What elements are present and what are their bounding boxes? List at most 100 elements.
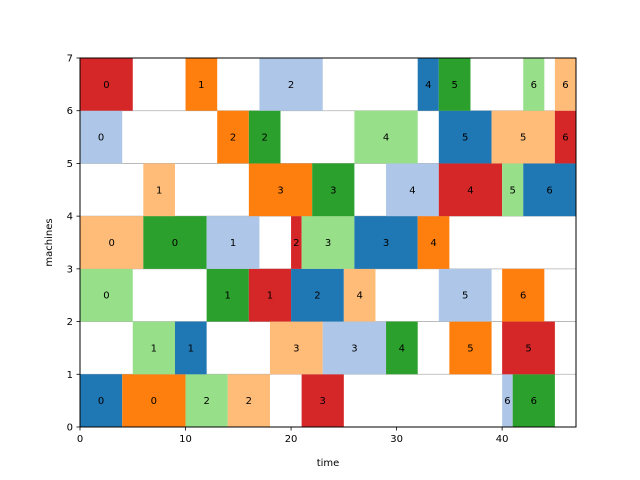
plot-area-frame <box>79 57 577 428</box>
y-tick-label: 5 <box>67 159 73 170</box>
x-tick-label: 10 <box>179 434 192 445</box>
task-bar <box>185 58 218 111</box>
task-bar <box>143 216 207 269</box>
task-bar <box>206 216 260 269</box>
y-tick-label: 0 <box>67 423 73 434</box>
task-label: 4 <box>430 238 436 249</box>
task-label: 6 <box>546 185 552 196</box>
task-bar <box>502 321 555 375</box>
task-bar <box>354 110 418 164</box>
x-axis-ticks: 0 10 20 30 40 <box>77 427 509 445</box>
x-tick-label: 40 <box>496 434 509 445</box>
task-label: 4 <box>425 80 431 91</box>
y-tick-label: 3 <box>67 264 73 275</box>
task-bar <box>386 321 418 375</box>
task-bar <box>438 110 492 164</box>
task-label: 3 <box>325 238 331 249</box>
task-bar <box>554 58 576 111</box>
y-tick-label: 4 <box>67 212 73 223</box>
task-label: 3 <box>293 343 299 354</box>
task-bar <box>523 163 576 217</box>
task-bar <box>301 374 344 427</box>
task-bar <box>206 268 249 322</box>
task-bar <box>301 216 355 269</box>
task-bar <box>269 321 323 375</box>
task-bar <box>248 163 313 217</box>
task-bar <box>312 163 355 217</box>
task-bar <box>227 374 270 427</box>
task-bar <box>291 268 344 322</box>
task-label: 4 <box>467 185 473 196</box>
y-tick-label: 7 <box>67 54 73 65</box>
task-label: 1 <box>151 343 157 354</box>
task-label: 4 <box>399 343 405 354</box>
task-label: 1 <box>225 291 231 302</box>
task-bar <box>174 321 207 375</box>
task-label: 2 <box>230 133 236 144</box>
task-label: 0 <box>151 396 157 407</box>
x-axis-label: time <box>317 458 340 469</box>
task-bar <box>80 58 133 111</box>
task-bar <box>248 268 292 322</box>
task-label: 3 <box>320 396 326 407</box>
task-label: 5 <box>525 343 531 354</box>
x-tick-label: 0 <box>77 434 83 445</box>
task-bar <box>449 321 492 375</box>
task-bar <box>259 58 323 111</box>
task-label: 0 <box>98 396 104 407</box>
task-bar <box>554 110 576 164</box>
task-label: 6 <box>531 396 537 407</box>
task-label: 6 <box>520 291 526 302</box>
y-tick-label: 6 <box>67 106 73 117</box>
task-bar <box>502 268 545 322</box>
task-label: 1 <box>198 80 204 91</box>
task-label: 1 <box>267 291 273 302</box>
task-label: 5 <box>462 291 468 302</box>
task-bars <box>80 58 576 427</box>
task-label: 5 <box>509 185 515 196</box>
x-tick-label: 30 <box>390 434 403 445</box>
task-bar <box>248 110 281 164</box>
task-bar <box>354 216 418 269</box>
task-label: 1 <box>188 343 194 354</box>
task-label: 6 <box>531 80 537 91</box>
task-bar <box>185 374 228 427</box>
task-bar <box>523 58 545 111</box>
task-label: 0 <box>103 80 109 91</box>
task-label: 3 <box>351 343 357 354</box>
task-bar <box>417 216 450 269</box>
task-bar <box>343 268 376 322</box>
task-bar <box>80 216 144 269</box>
task-label: 0 <box>108 238 114 249</box>
task-label: 5 <box>520 133 526 144</box>
task-label: 5 <box>451 80 457 91</box>
task-label: 6 <box>562 133 568 144</box>
task-bar <box>143 163 175 217</box>
task-label: 2 <box>314 291 320 302</box>
y-tick-label: 1 <box>67 370 73 381</box>
task-label: 4 <box>356 291 362 302</box>
y-axis-label: machines <box>44 218 55 266</box>
task-label: 2 <box>203 396 209 407</box>
task-bar <box>386 163 439 217</box>
task-label: 4 <box>383 133 389 144</box>
task-label: 5 <box>467 343 473 354</box>
x-tick-label: 20 <box>285 434 298 445</box>
task-label: 2 <box>246 396 252 407</box>
task-bar <box>438 163 503 217</box>
task-label: 0 <box>98 133 104 144</box>
task-label: 2 <box>261 133 267 144</box>
task-bar <box>80 110 123 164</box>
y-tick-label: 2 <box>67 317 73 328</box>
task-label: 3 <box>383 238 389 249</box>
task-bar <box>417 58 439 111</box>
task-bar <box>438 268 492 322</box>
task-labels: 0 0 2 2 3 6 6 1 1 3 3 4 5 5 0 1 1 2 4 5 6 0 0 1 2 3 3 4 1 3 3 4 4 5 6 0 2 2 4 5… <box>98 80 569 407</box>
task-label: 2 <box>288 80 294 91</box>
task-bar <box>502 374 513 427</box>
task-label: 6 <box>562 80 568 91</box>
task-bar <box>322 321 387 375</box>
task-label: 0 <box>103 291 109 302</box>
task-bar <box>80 374 123 427</box>
